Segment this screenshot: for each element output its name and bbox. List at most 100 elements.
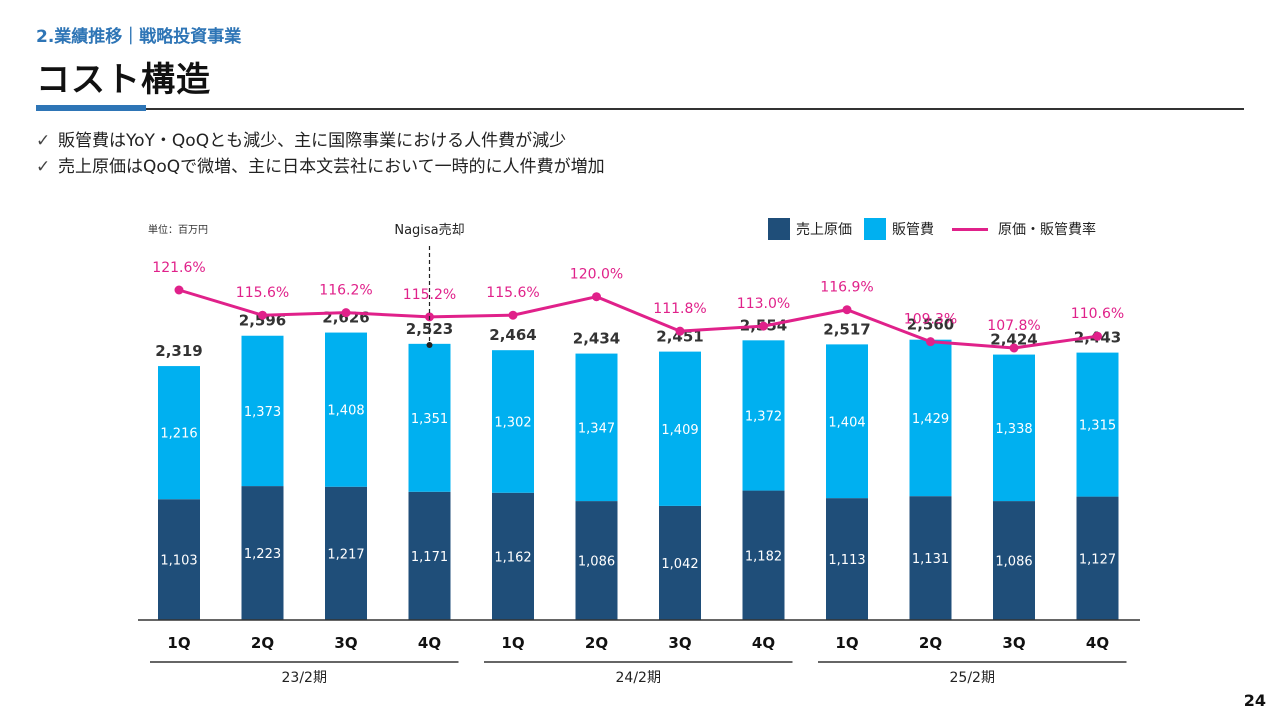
bar-cost-label: 1,086 [578,555,615,570]
unit-label: 単位：百万円 [148,225,208,236]
total-label: 2,523 [406,320,453,338]
bar-cost [742,490,785,620]
bullet-item: ✓ 販管費はYoY・QoQとも減少、主に国際事業における人件費が減少 [36,128,605,154]
bar-sga [492,350,534,493]
x-tick-label: 4Q [1086,634,1109,652]
x-tick-label: 1Q [835,634,858,652]
x-tick-label: 1Q [167,634,190,652]
bar-cost [241,486,284,620]
page-title: コスト構造 [36,60,211,100]
ratio-label: 116.9% [820,280,873,296]
ratio-label: 113.0% [737,296,790,312]
bar-sga [909,339,952,497]
chart-legend: 売上原価 販管費 原価・販管費率 [768,218,1108,240]
legend-swatch-sga [864,218,886,240]
legend-swatch-cost [768,218,790,240]
x-tick-label: 4Q [752,634,775,652]
bar-sga [659,351,701,506]
bar-cost-label: 1,127 [1079,552,1116,567]
ratio-label: 107.8% [987,318,1040,334]
ratio-label: 109.3% [904,312,957,328]
annotation-dot [426,342,433,348]
total-label: 2,517 [823,320,870,338]
bar-cost-label: 1,131 [912,552,949,567]
legend-label-cost: 売上原価 [796,222,852,238]
bar-sga-label: 1,338 [995,422,1032,437]
x-tick-label: 2Q [919,634,942,652]
bar-sga [826,344,868,499]
ratio-point [926,337,935,347]
group-label: 24/2期 [616,670,661,686]
bar-cost [492,492,534,620]
bar-sga-label: 1,315 [1079,419,1116,434]
ratio-point [592,292,601,302]
bar-cost [659,505,701,620]
ratio-point [759,321,768,331]
bar-sga-label: 1,351 [411,412,448,427]
bar-cost [575,501,618,620]
bar-cost [408,491,451,620]
total-label: 2,451 [656,328,703,346]
group-label: 25/2期 [950,670,995,686]
x-tick-label: 4Q [418,634,441,652]
bar-sga-label: 1,429 [912,412,949,427]
bar-sga [742,340,785,491]
legend-label-ratio: 原価・販管費率 [998,222,1096,238]
bar-cost-label: 1,217 [327,547,364,562]
x-tick-label: 3Q [334,634,357,652]
ratio-label: 111.8% [653,301,706,317]
bar-sga-label: 1,373 [244,405,281,420]
ratio-label: 110.6% [1071,306,1124,322]
legend-item-sga: 販管費 [864,218,934,240]
bar-sga [1076,352,1119,497]
legend-label-sga: 販管費 [892,222,934,238]
ratio-point [1009,343,1019,353]
bar-cost-label: 1,086 [995,555,1032,570]
ratio-point [508,310,518,320]
ratio-point [842,305,852,315]
total-label: 2,434 [573,330,620,348]
ratio-point [1093,331,1102,341]
bar-cost [909,496,952,620]
bullet-item: ✓ 売上原価はQoQで微増、主に日本文芸社において一時的に人件費が増加 [36,154,605,180]
bar-cost-label: 1,113 [828,553,865,568]
x-tick-label: 3Q [1002,634,1025,652]
ratio-label: 121.6% [152,260,205,276]
bar-sga-label: 1,347 [578,421,615,436]
total-label: 2,319 [155,342,202,360]
bar-cost-label: 1,182 [745,549,782,564]
bar-cost-label: 1,223 [244,547,281,562]
legend-item-ratio: 原価・販管費率 [946,219,1096,239]
check-icon: ✓ [36,131,51,151]
ratio-point [675,326,685,336]
bar-cost-label: 1,162 [494,550,531,565]
bar-cost-label: 1,171 [411,550,448,565]
bar-sga-label: 1,408 [327,404,364,419]
group-label: 23/2期 [282,670,327,686]
bar-sga-label: 1,216 [160,427,197,442]
ratio-label: 120.0% [570,267,623,283]
bullet-text: 売上原価はQoQで微増、主に日本文芸社において一時的に人件費が増加 [58,157,605,177]
ratio-label: 115.6% [486,285,539,301]
bar-sga [993,354,1035,502]
total-label: 2,424 [990,331,1037,349]
bar-sga-label: 1,409 [661,423,698,438]
annotation-label: Nagisa売却 [394,222,464,238]
title-accent-bar [36,105,146,111]
bar-sga-label: 1,372 [745,409,782,424]
check-icon: ✓ [36,157,51,177]
bullet-list: ✓ 販管費はYoY・QoQとも減少、主に国際事業における人件費が減少 ✓ 売上原価は… [36,128,605,180]
bar-sga [325,332,367,487]
legend-item-cost: 売上原価 [768,218,852,240]
bar-cost [325,486,367,620]
bar-sga-label: 1,404 [828,415,865,430]
ratio-label: 116.2% [319,283,372,299]
section-heading: 2.業績推移｜戦略投資事業 [36,27,242,47]
bar-cost [158,499,200,620]
bar-cost [993,501,1035,620]
ratio-point [174,285,184,295]
title-divider [36,108,1244,110]
bar-sga [158,366,200,500]
bar-cost [1076,496,1119,620]
